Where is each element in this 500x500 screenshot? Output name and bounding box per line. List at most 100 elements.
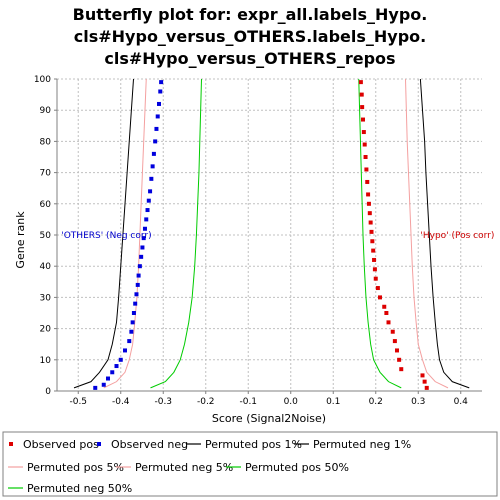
data-point (137, 274, 141, 278)
data-point (134, 292, 138, 296)
annotation-label: 'Hypo' (Pos corr) (420, 231, 494, 241)
x-tick-label: -0.1 (239, 397, 257, 407)
data-point (421, 373, 425, 377)
data-point (368, 211, 372, 215)
x-tick-label: -0.2 (197, 397, 215, 407)
data-point (425, 386, 429, 390)
data-point (397, 358, 401, 362)
x-axis-label: Score (Signal2Noise) (212, 412, 326, 425)
legend: Observed pos Observed neg Permuted pos 1% P… (3, 432, 497, 496)
y-tick-label: 10 (40, 356, 52, 366)
data-point (123, 348, 127, 352)
data-point (154, 127, 158, 131)
y-tick-label: 70 (40, 169, 52, 179)
x-tick-label: 0.2 (369, 397, 383, 407)
data-point (363, 143, 367, 147)
data-point (119, 358, 123, 362)
y-tick-label: 100 (34, 75, 51, 85)
y-tick-label: 90 (40, 106, 52, 116)
legend-item-label: Permuted neg 50% (27, 482, 132, 495)
chart-title-line-2: cls#Hypo_versus_OTHERS.labels_Hypo. (74, 27, 426, 46)
data-point (139, 255, 143, 259)
data-point (362, 130, 366, 134)
legend-item-label: Permuted pos 50% (245, 461, 349, 474)
data-point (378, 295, 382, 299)
x-tick-label: -0.4 (112, 397, 130, 407)
x-tick-label: 0.1 (326, 397, 340, 407)
legend-item-label: Observed pos (23, 438, 99, 451)
data-point (369, 221, 373, 225)
data-point (364, 167, 368, 171)
data-point (395, 348, 399, 352)
data-point (149, 177, 153, 181)
data-point (364, 155, 368, 159)
data-point (393, 339, 397, 343)
data-point (361, 118, 365, 122)
y-tick-label: 50 (40, 231, 52, 241)
data-point (147, 199, 151, 203)
data-point (423, 380, 427, 384)
legend-item-label: Permuted neg 1% (313, 438, 411, 451)
data-point (106, 377, 110, 381)
chart-title-line-1: Butterfly plot for: expr_all.labels_Hypo… (73, 5, 428, 24)
data-point (376, 286, 380, 290)
data-point (366, 192, 370, 196)
data-point (156, 114, 160, 118)
y-axis-label: Gene rank (14, 211, 27, 269)
data-point (157, 102, 161, 106)
data-point (102, 383, 106, 387)
legend-item-label: Permuted neg 5% (135, 461, 233, 474)
y-tick-label: 0 (45, 387, 51, 397)
data-point (140, 245, 144, 249)
x-tick-label: -0.5 (69, 397, 87, 407)
data-point (370, 239, 374, 243)
data-point (399, 367, 403, 371)
data-point (371, 249, 375, 253)
data-point (159, 80, 163, 84)
data-point (153, 139, 157, 143)
data-point (367, 202, 371, 206)
y-tick-label: 20 (40, 325, 52, 335)
x-tick-label: -0.3 (154, 397, 172, 407)
data-point (158, 89, 162, 93)
data-point (384, 311, 388, 315)
data-point (152, 152, 156, 156)
legend-item-label: Observed neg (111, 438, 188, 451)
data-point (372, 258, 376, 262)
y-tick-label: 60 (40, 200, 52, 210)
data-point (144, 217, 148, 221)
data-point (127, 339, 131, 343)
x-tick-label: 0.0 (284, 397, 299, 407)
legend-item-label: Permuted pos 5% (27, 461, 124, 474)
plot-area: -0.5 -0.4 -0.3 -0.2 -0.1 0.0 0.1 0.2 0.3 0.4 0 10 20… (34, 75, 495, 407)
data-point (138, 264, 142, 268)
x-tick-label: 0.4 (454, 397, 469, 407)
data-point (387, 320, 391, 324)
chart-title-line-3: cls#Hypo_versus_OTHERS_repos (104, 49, 395, 68)
data-point (359, 80, 363, 84)
data-point (136, 283, 140, 287)
data-point (131, 320, 135, 324)
data-point (148, 189, 152, 193)
data-point (115, 364, 119, 368)
data-point (373, 267, 377, 271)
legend-item-label: Permuted pos 1% (205, 438, 302, 451)
data-point (360, 105, 364, 109)
data-point (382, 305, 386, 309)
y-tick-label: 30 (40, 293, 52, 303)
y-tick-label: 80 (40, 137, 52, 147)
data-point (360, 93, 364, 97)
data-point (146, 208, 150, 212)
y-tick-label: 40 (40, 262, 52, 272)
data-point (93, 386, 97, 390)
data-point (370, 230, 374, 234)
annotation-label: 'OTHERS' (Neg corr) (61, 231, 151, 241)
data-point (132, 311, 136, 315)
data-point (110, 370, 114, 374)
legend-swatch (9, 442, 13, 446)
legend-swatch (97, 442, 101, 446)
data-point (365, 180, 369, 184)
data-point (133, 302, 137, 306)
data-point (374, 277, 378, 281)
